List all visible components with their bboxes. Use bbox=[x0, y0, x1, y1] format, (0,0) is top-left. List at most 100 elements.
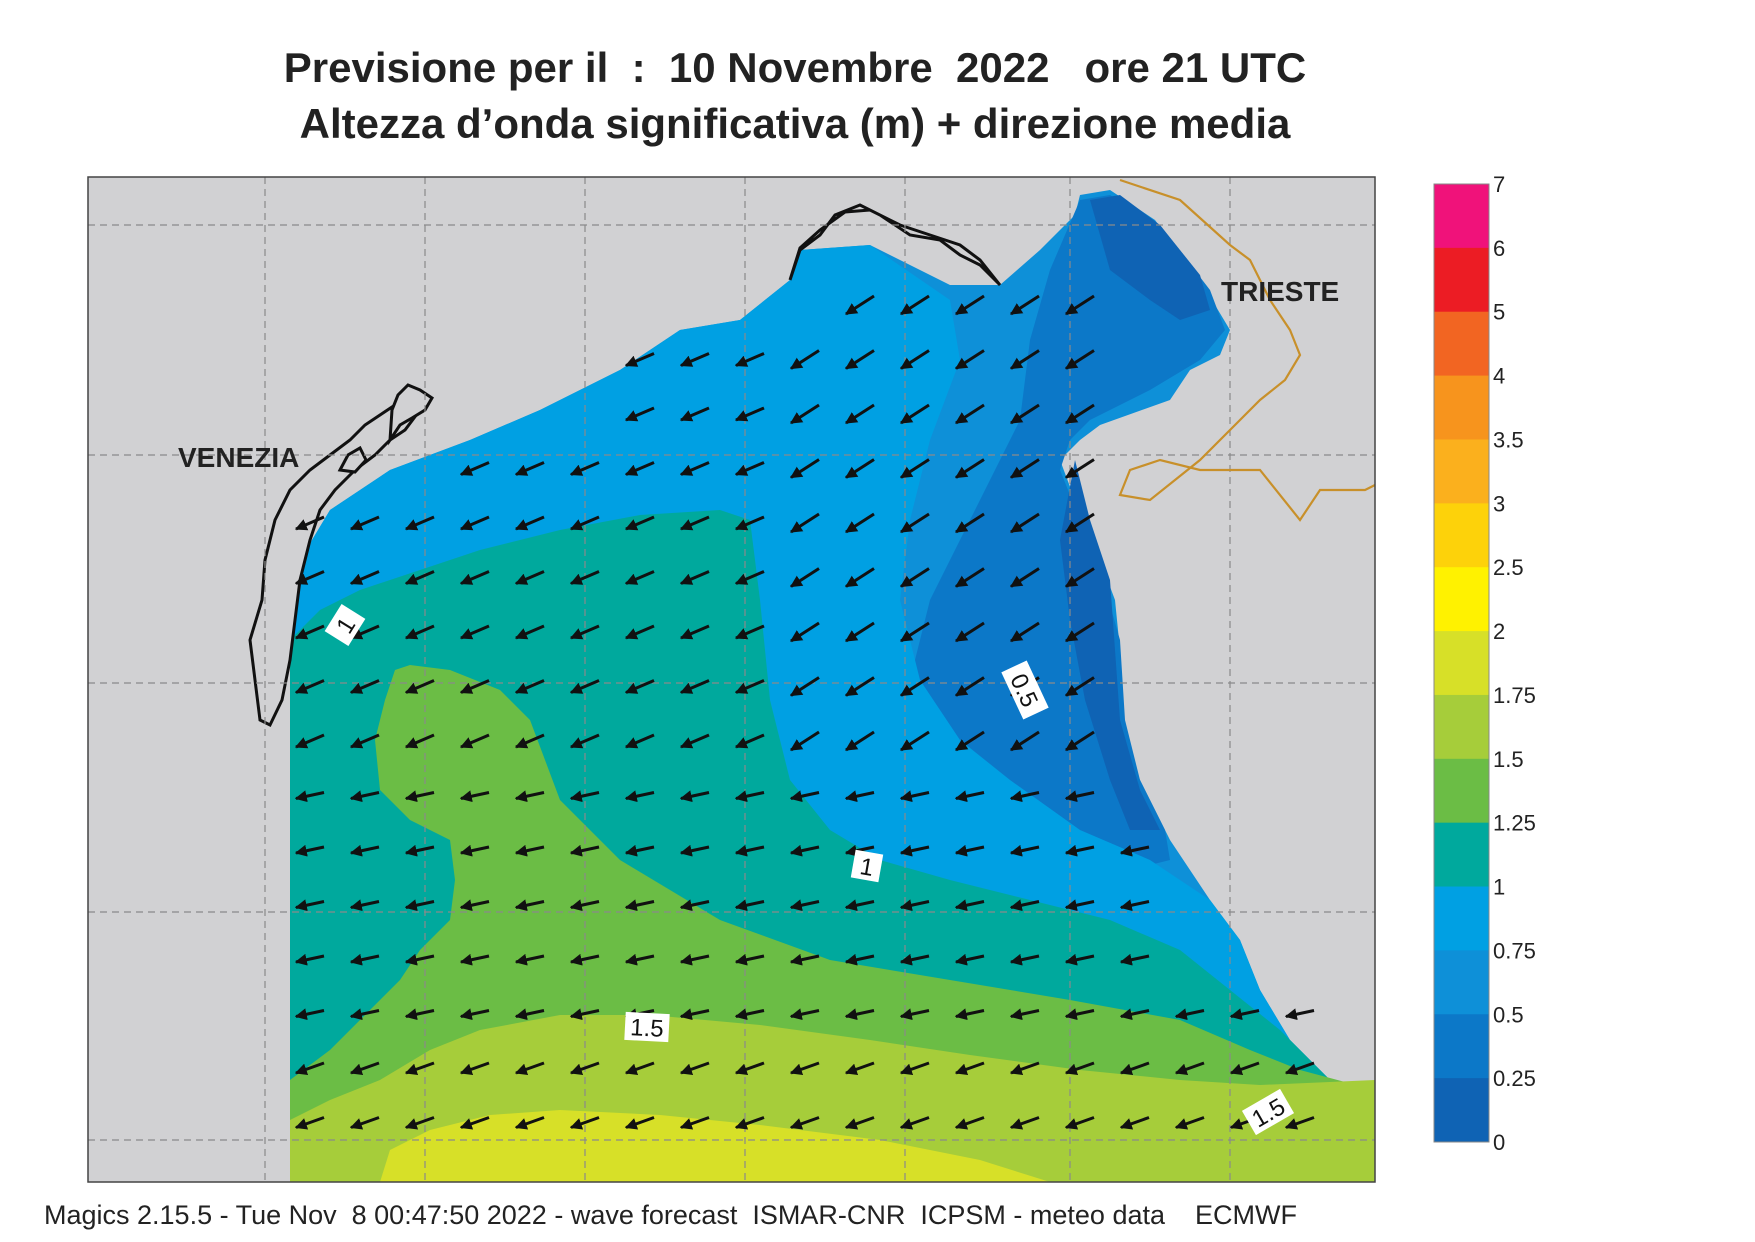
wave-arrow bbox=[1064, 1061, 1095, 1076]
wave-arrow bbox=[1009, 899, 1040, 912]
wave-arrow bbox=[514, 1061, 545, 1076]
wave-arrow bbox=[569, 679, 600, 694]
legend-swatch bbox=[1434, 503, 1489, 568]
wave-arrow bbox=[844, 676, 875, 697]
wave-arrow bbox=[1009, 458, 1040, 479]
wave-arrow bbox=[1064, 676, 1095, 697]
wave-arrow bbox=[404, 1116, 435, 1130]
wave-arrow bbox=[569, 844, 600, 857]
wave-arrow bbox=[294, 953, 325, 966]
wave-arrow bbox=[459, 844, 490, 857]
wave-arrow bbox=[349, 733, 380, 749]
wave-arrow bbox=[899, 567, 930, 588]
wave-arrow bbox=[1119, 953, 1150, 966]
legend-swatch bbox=[1434, 950, 1489, 1015]
wave-arrow bbox=[844, 621, 875, 643]
legend-tick-label: 1 bbox=[1493, 875, 1505, 900]
wave-arrow bbox=[404, 624, 435, 640]
wave-arrow bbox=[789, 844, 820, 857]
wave-arrow bbox=[1009, 953, 1040, 966]
wave-arrow bbox=[624, 570, 655, 585]
wave-arrow bbox=[899, 790, 930, 803]
wave-arrow bbox=[1174, 1116, 1205, 1130]
wave-arrow bbox=[404, 515, 435, 531]
wave-arrow bbox=[294, 1008, 325, 1021]
wave-arrow bbox=[1284, 1116, 1315, 1130]
wave-arrow bbox=[954, 512, 985, 534]
wave-arrow bbox=[789, 567, 820, 588]
wave-arrow bbox=[789, 790, 820, 803]
wave-arrow bbox=[514, 679, 545, 694]
wave-arrow bbox=[954, 294, 985, 316]
legend-tick-label: 1.5 bbox=[1493, 747, 1524, 772]
wave-arrow bbox=[899, 899, 930, 912]
legend-tick-label: 2.5 bbox=[1493, 555, 1524, 580]
wave-arrow bbox=[954, 349, 985, 370]
wave-arrow bbox=[679, 953, 710, 966]
wave-arrow bbox=[734, 790, 765, 803]
wave-arrow bbox=[514, 1008, 545, 1021]
legend-swatch bbox=[1434, 822, 1489, 888]
wave-arrow bbox=[954, 790, 985, 803]
legend-tick-label: 4 bbox=[1493, 364, 1505, 389]
wave-arrow bbox=[734, 515, 765, 531]
wave-arrow bbox=[954, 953, 985, 966]
wave-arrow bbox=[624, 515, 655, 531]
wave-arrow bbox=[679, 679, 710, 694]
wave-arrow bbox=[679, 899, 710, 912]
wave-arrow bbox=[734, 406, 765, 422]
grid bbox=[88, 177, 1375, 1182]
wave-arrow bbox=[404, 570, 435, 585]
wave-arrow bbox=[789, 403, 820, 425]
wave-arrow bbox=[349, 1061, 380, 1076]
zone-0-025-istria bbox=[1060, 460, 1160, 830]
wave-arrow bbox=[624, 899, 655, 912]
wave-arrow bbox=[734, 953, 765, 966]
wave-arrow bbox=[734, 899, 765, 912]
wave-arrow bbox=[294, 624, 325, 640]
legend-swatch bbox=[1434, 311, 1489, 377]
wave-arrow bbox=[1119, 1116, 1150, 1130]
wave-arrow bbox=[1064, 294, 1095, 316]
wave-arrow bbox=[844, 458, 875, 479]
wave-arrow bbox=[569, 790, 600, 803]
wave-arrow bbox=[459, 461, 490, 476]
wave-arrow bbox=[899, 730, 930, 752]
wave-arrow bbox=[349, 515, 380, 531]
wave-arrow bbox=[459, 733, 490, 749]
wave-arrow bbox=[899, 403, 930, 425]
wave-arrow bbox=[624, 406, 655, 422]
wave-arrow bbox=[954, 1008, 985, 1021]
wave-arrow bbox=[1174, 1061, 1205, 1076]
wave-arrow bbox=[459, 953, 490, 966]
wave-arrow bbox=[1064, 1008, 1095, 1021]
legend-swatch bbox=[1434, 1078, 1489, 1143]
contour-label-1-center-text: 1 bbox=[858, 853, 876, 882]
label-venezia: VENEZIA bbox=[178, 442, 299, 473]
wave-arrow bbox=[844, 1116, 875, 1130]
wave-arrow bbox=[679, 352, 710, 367]
country-border bbox=[1118, 178, 1375, 522]
contour-label-1-center: 1 bbox=[850, 849, 884, 883]
wave-arrow bbox=[404, 733, 435, 749]
legend-swatch bbox=[1434, 1014, 1489, 1079]
wave-arrow bbox=[294, 899, 325, 912]
legend-swatch bbox=[1434, 247, 1489, 313]
wave-arrow bbox=[679, 733, 710, 749]
wave-arrow bbox=[1009, 790, 1040, 803]
legend-frame bbox=[1433, 183, 1490, 1143]
wave-arrow bbox=[679, 515, 710, 531]
wave-arrow bbox=[1009, 403, 1040, 425]
wave-arrow bbox=[1064, 567, 1095, 588]
wave-arrow bbox=[844, 730, 875, 752]
wave-arrow bbox=[349, 844, 380, 857]
wave-arrow bbox=[1009, 512, 1040, 534]
legend-swatch bbox=[1434, 886, 1489, 951]
legend-tick-label: 7 bbox=[1493, 172, 1505, 197]
wave-arrow bbox=[1064, 349, 1095, 370]
wave-arrow bbox=[294, 1061, 325, 1076]
wave-arrow bbox=[899, 294, 930, 316]
wave-arrow bbox=[294, 844, 325, 857]
wave-arrow bbox=[679, 461, 710, 476]
wave-arrow bbox=[459, 570, 490, 585]
